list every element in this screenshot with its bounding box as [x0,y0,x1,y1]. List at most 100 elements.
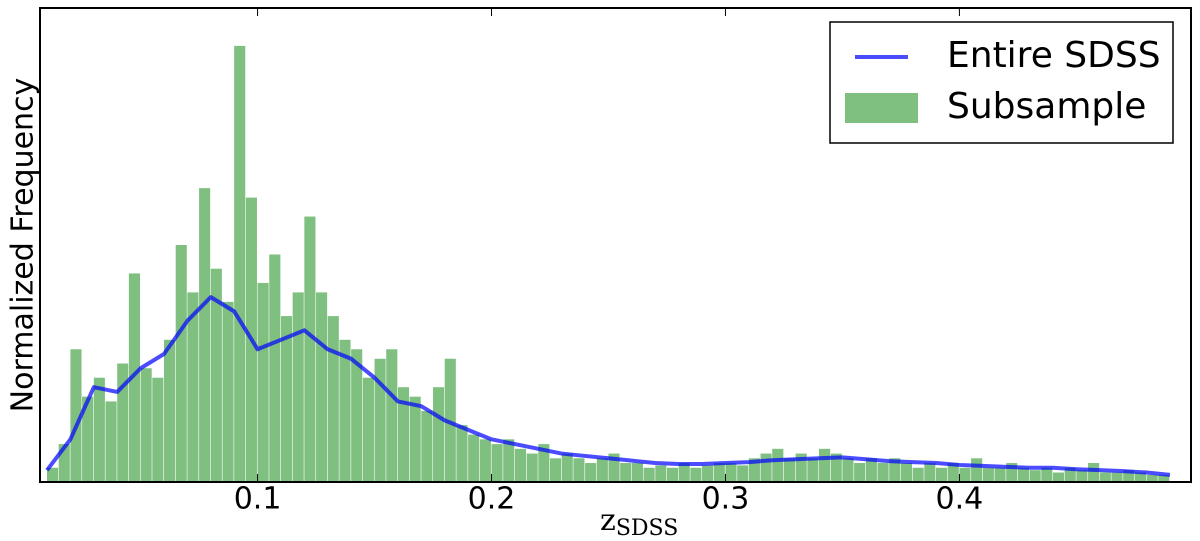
histogram-bar [1064,467,1076,482]
histogram-bar [1041,467,1053,482]
histogram-bar [386,349,398,482]
histogram-bar [900,463,913,482]
histogram-bar [514,448,527,482]
histogram-bar [210,268,222,482]
histogram-bar [128,273,140,482]
histogram-bar [257,282,269,482]
histogram-bar [175,245,187,482]
x-label-main: z [600,503,616,538]
histogram-bar [772,448,784,482]
x-tick-label: 0.2 [468,482,516,517]
histogram-bar [924,463,936,482]
histogram-bar [491,444,503,482]
histogram-bar [631,463,643,482]
histogram-bar [947,463,959,482]
histogram-bar [971,458,983,482]
histogram-bar [468,434,480,482]
histogram-bar [1029,470,1041,482]
line [45,295,1171,477]
histogram-bar [269,254,281,482]
histogram-bar [585,463,597,482]
y-axis-label: Normalized Frequency [6,78,41,413]
histogram-bar [479,439,491,482]
histogram-bar [561,453,573,482]
histogram-bar [1088,463,1100,482]
histogram-bar [737,465,749,482]
histogram-bar [1006,463,1018,482]
histogram-bar [538,444,550,482]
histogram-bar [760,453,772,482]
histogram-bar [725,463,737,482]
histogram-bar [690,467,702,482]
plot-frame [39,7,1192,483]
histogram-bar [865,458,877,482]
histogram-bar [994,467,1006,482]
histogram-bar [549,458,562,482]
histogram-bar [819,448,831,482]
histogram-bar [199,188,211,482]
histogram-bar [351,349,363,482]
histogram-bar [503,439,515,482]
histogram-bar [936,467,948,482]
histogram-bar [1076,470,1088,482]
histogram-bar [397,387,410,482]
histogram-bar [1146,474,1158,482]
histogram-bar [82,396,94,482]
histogram-bar [1052,472,1065,482]
histogram-bar [70,349,82,482]
histogram-bar [93,377,105,482]
histogram-bar [47,467,59,482]
histogram-bar [526,453,538,482]
histogram-bar [807,458,819,482]
histogram-bar [608,453,620,482]
x-tick-label: 0.4 [936,482,984,517]
histogram-bar [1123,470,1135,482]
histogram-bar [982,467,994,482]
histogram-bar [959,467,971,482]
histogram-bar [456,425,468,482]
x-axis-label: zSDSS [600,503,678,541]
histogram-bar [234,45,246,483]
histogram-bar [889,458,901,482]
histogram-bar [444,358,456,482]
histogram-bar [1017,467,1029,482]
histogram-bar [292,292,304,482]
histogram-bar [280,316,293,482]
histogram-bar [666,467,679,482]
histogram-bar [877,463,889,482]
histogram-bar [187,292,199,482]
x-tick-label: 0.1 [234,482,282,517]
histogram-bar [643,467,655,482]
histogram-bar [678,463,690,482]
histogram-bar [596,458,608,482]
histogram-bar [222,301,234,482]
histogram-bar [573,458,585,482]
histogram-bar [105,401,117,482]
legend-label: Entire SDSS [947,35,1161,76]
histogram-bar [316,292,328,482]
histogram-bar [58,444,70,482]
histogram-bar [748,458,760,482]
histogram-bar [362,377,374,482]
histogram-bar [912,467,924,482]
legend-label: Subsample [947,86,1146,127]
x-label-subscript: SDSS [616,516,678,541]
histogram-bar [1158,474,1170,482]
histogram-bar [327,316,339,482]
histogram-bar [421,410,433,482]
histogram-bar [830,453,842,482]
histogram-bar [783,458,796,482]
legend-patch [845,93,918,123]
histogram-bar [702,465,714,482]
histogram-bar [339,339,351,482]
histogram-bar [1134,472,1146,482]
histogram-bar [713,463,725,482]
histogram-bar [620,463,632,482]
histogram-bar [1111,472,1123,482]
histogram-bar [304,216,316,482]
histogram-bar [854,463,866,482]
x-tick-label: 0.3 [702,482,750,517]
histogram-bar [409,396,421,482]
histogram-bar [433,387,445,482]
